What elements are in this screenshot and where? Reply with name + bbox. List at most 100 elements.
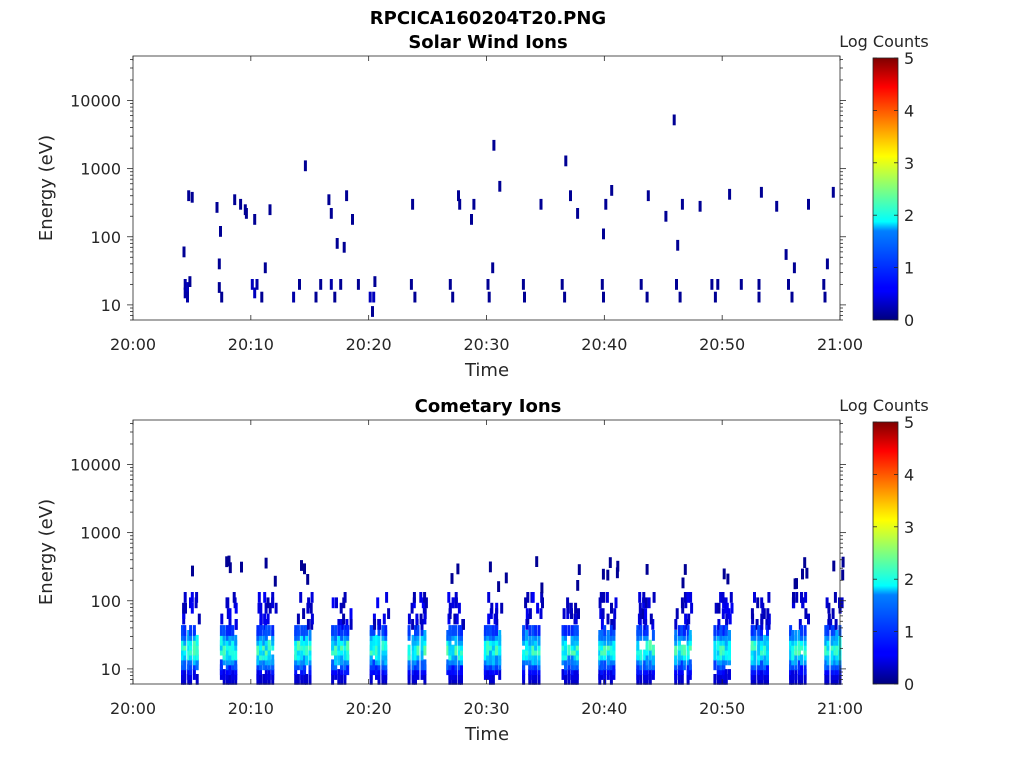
heatmap-cell <box>233 194 237 206</box>
heatmap-cell <box>567 654 571 666</box>
heatmap-cell <box>183 625 187 636</box>
heatmap-cell <box>194 597 198 609</box>
heatmap-cell <box>753 592 756 603</box>
heatmap-cell <box>187 659 191 671</box>
heatmap-cell <box>825 597 829 609</box>
heatmap-cell <box>793 578 797 590</box>
heatmap-cell <box>540 592 544 603</box>
heatmap-cell <box>222 669 226 680</box>
heatmap-cell <box>834 619 838 630</box>
heatmap-cell <box>369 639 373 651</box>
x-tick-label: 20:20 <box>346 335 392 354</box>
heatmap-cell <box>645 639 649 651</box>
heatmap-cell <box>451 625 455 636</box>
heatmap-cell <box>420 659 424 671</box>
heatmap-cell <box>803 664 807 676</box>
heatmap-cell <box>642 592 646 603</box>
heatmap-cell <box>228 625 232 636</box>
heatmap-cell <box>423 630 427 641</box>
heatmap-cell <box>228 664 232 676</box>
heatmap-cell <box>300 625 304 636</box>
heatmap-cell <box>375 644 378 656</box>
panel-cometary: Cometary Ions 20:00 20:10 20:20 20:30 20:40 2… <box>36 396 929 745</box>
heatmap-cell <box>686 664 690 676</box>
heatmap-cell <box>487 592 491 603</box>
heatmap-cell <box>639 649 643 661</box>
heatmap-cell <box>612 625 616 636</box>
heatmap-cell <box>713 674 717 685</box>
heatmap-cell <box>528 625 532 636</box>
heatmap-cell <box>531 592 535 603</box>
heatmap-cell <box>784 249 788 260</box>
heatmap-cell <box>234 634 238 646</box>
heatmap-cell <box>372 659 376 671</box>
heatmap-cell <box>606 613 610 625</box>
heatmap-cell <box>602 592 606 603</box>
heatmap-cell <box>228 634 232 646</box>
heatmap-cell <box>264 625 268 636</box>
heatmap-cell <box>789 649 793 661</box>
heatmap-cell <box>789 659 793 671</box>
heatmap-cell <box>767 592 771 603</box>
heatmap-cell <box>231 625 235 636</box>
heatmap-cell <box>563 291 567 303</box>
heatmap-cell <box>423 644 427 656</box>
heatmap-cell <box>831 186 835 198</box>
heatmap-cell <box>335 597 338 609</box>
heatmap-cell <box>256 669 260 680</box>
heatmap-cell <box>840 597 844 609</box>
heatmap-cell <box>420 625 424 636</box>
heatmap-cell <box>716 279 720 290</box>
heatmap-cell <box>373 276 377 287</box>
heatmap-cell <box>294 625 298 636</box>
heatmap-cell <box>267 625 271 636</box>
heatmap-cell <box>305 625 309 636</box>
heatmap-cell <box>577 564 581 575</box>
y-tick-label: 100 <box>90 592 121 611</box>
heatmap-cell <box>753 625 757 636</box>
colorbar-label: Log Counts <box>839 396 929 415</box>
heatmap-cell <box>792 592 795 603</box>
heatmap-cell <box>674 630 678 641</box>
heatmap-cell <box>721 608 725 619</box>
heatmap-cell <box>600 279 604 290</box>
heatmap-cell <box>195 592 199 603</box>
heatmap-cell <box>569 602 573 614</box>
heatmap-cell <box>713 639 717 651</box>
heatmap-cell <box>497 581 501 592</box>
heatmap-cell <box>567 644 571 656</box>
heatmap-cell <box>598 597 602 609</box>
heatmap-cell <box>648 639 652 651</box>
heatmap-cell <box>339 279 343 290</box>
heatmap-cell <box>757 625 761 636</box>
heatmap-cell <box>377 625 381 636</box>
heatmap-cell <box>639 674 643 685</box>
heatmap-cell <box>375 634 378 646</box>
heatmap-cell <box>296 613 300 625</box>
heatmap-cell <box>217 258 221 270</box>
heatmap-cell <box>676 239 680 251</box>
heatmap-cell <box>687 613 691 625</box>
heatmap-cell <box>192 639 196 651</box>
heatmap-cell <box>372 634 376 646</box>
heatmap-cell <box>610 619 614 630</box>
heatmap-cell <box>409 279 413 290</box>
heatmap-cell <box>600 659 604 671</box>
heatmap-cell <box>491 674 495 685</box>
heatmap-cell <box>255 279 259 290</box>
heatmap-cell <box>576 208 580 219</box>
heatmap-cell <box>825 258 829 270</box>
heatmap-cell <box>341 619 345 630</box>
heatmap-cell <box>651 630 655 641</box>
heatmap-cell <box>674 619 678 630</box>
heatmap-cell <box>303 625 307 636</box>
heatmap-cell <box>260 291 264 303</box>
heatmap-cell <box>682 625 686 636</box>
heatmap-cell <box>832 560 836 572</box>
heatmap-cell <box>372 625 376 636</box>
heatmap-cell <box>698 200 702 212</box>
heatmap-cell <box>643 659 647 671</box>
heatmap-cell <box>228 644 232 656</box>
x-tick-label: 20:40 <box>581 335 627 354</box>
heatmap-cell <box>256 654 260 666</box>
